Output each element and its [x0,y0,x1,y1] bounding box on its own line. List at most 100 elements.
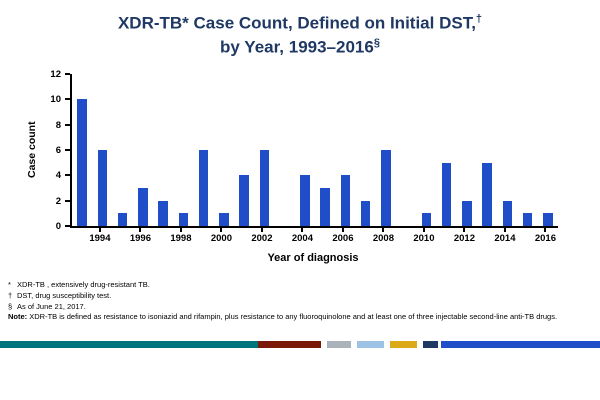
footnote-note: Note: XDR-TB is defined as resistance to… [8,312,594,322]
stripe-segment-gap2 [351,341,357,348]
x-tick-label: 1998 [170,233,192,244]
x-tick-slot-2013 [475,228,494,248]
stripe-segment-silver [327,341,351,348]
bar-1999 [198,150,209,226]
x-tick-slot-2010: 2010 [413,228,435,248]
bar-2008 [381,150,391,226]
x-tick-label: 2002 [251,233,273,244]
y-tick-label: 2 [55,195,61,207]
x-tick-slot-2004: 2004 [292,228,313,248]
bar-2012 [462,200,472,226]
x-tick-mark [220,228,223,232]
x-tick-slot-1993 [70,228,89,248]
bar-2000 [219,213,229,226]
bar-2006 [340,175,351,226]
bar-2016 [543,213,553,226]
x-tick-slot-1997 [151,228,170,248]
x-tick-mark [260,228,263,232]
footnote-text: XDR-TB , extensively drug-resistant TB. [17,280,150,289]
y-tick-label: 12 [50,69,61,80]
bar-slot-1993 [72,74,92,226]
x-tick-label: 2016 [534,233,556,244]
bar-slot-1994 [92,74,112,226]
bar-slot-2008 [376,74,396,226]
footnote-text: DST, drug susceptibility test. [17,290,112,300]
bar-slot-2000 [214,74,234,226]
stripe-segment-teal [0,341,258,348]
y-axis-title: Case count [26,121,38,179]
bar-slot-2006 [335,74,355,226]
chart-title: XDR-TB* Case Count, Defined on Initial D… [0,12,600,59]
y-tick-mark [65,199,70,202]
x-tick-mark [301,228,304,232]
y-tick-mark [65,73,70,75]
x-tick-slot-2007 [354,228,373,248]
x-tick-mark [382,228,385,232]
bar-1995 [117,213,128,226]
x-tick-slot-2012: 2012 [454,228,475,248]
bar-slot-2002 [254,74,274,226]
bar-slot-2004 [295,74,315,226]
y-tick-label: 6 [55,145,61,156]
x-tick-mark [463,228,466,232]
x-tick-label: 2004 [291,233,313,244]
x-tick-slot-1995 [111,228,130,248]
x-tick-slot-2005 [313,228,332,248]
stripe-segment-gap5 [438,341,441,348]
x-tick-slot-2009 [394,228,413,248]
bar-1997 [158,200,168,226]
stripe-segment-gold [390,341,417,348]
x-tick-slot-2014: 2014 [494,228,516,248]
stripe-segment-gap4 [417,341,423,348]
x-tick-slot-2015 [516,228,535,248]
bar-slot-2015 [518,74,538,226]
footnote-xdrtb: * XDR-TB , extensively drug-resistant TB. [8,280,594,290]
footnote-dst: † DST, drug susceptibility test. [8,291,594,301]
stripe-segment-gap1 [321,341,327,348]
bar-slot-2005 [315,74,335,226]
bar-slot-2013 [477,74,497,226]
footnote-marker: § [8,301,13,311]
bar-slot-1997 [153,74,173,226]
title-line2-superscript: § [373,36,380,49]
bar-2013 [482,162,492,226]
x-tick-slot-2000: 2000 [211,228,232,248]
x-tick-label: 2006 [332,233,354,244]
stripe-segment-maroon [258,341,321,348]
x-tick-mark [341,228,344,232]
title-line1-text: XDR-TB* Case Count, Defined on Initial D… [117,13,476,33]
x-tick-slot-2003 [273,228,292,248]
bar-2015 [522,213,533,226]
x-tick-slot-2006: 2006 [332,228,354,248]
title-line2-text: by Year, 1993–2016 [220,37,374,57]
y-tick-label: 0 [55,221,61,232]
y-tick-label: 8 [55,119,61,131]
bar-slot-1999 [194,74,214,226]
bar-slot-2001 [234,74,254,226]
stripe-segment-navy [423,341,438,348]
bar-2005 [320,188,330,226]
plot-area [70,74,558,228]
bar-2010 [421,213,432,226]
x-tick-slot-1996: 1996 [130,228,151,248]
x-tick-slot-1994: 1994 [89,228,111,248]
y-tick-label: 10 [50,94,61,106]
x-tick-slot-2001 [232,228,251,248]
x-tick-label: 1996 [129,233,151,244]
bar-2011 [441,162,452,226]
y-tick-mark [65,123,70,126]
y-axis: 0 2 4 6 8 10 12 [40,69,70,232]
bar-2002 [259,150,270,226]
x-tick-slot-1998: 1998 [170,228,192,248]
x-axis-title: Year of diagnosis [267,252,359,264]
y-tick-mark [65,98,70,101]
note-text: XDR-TB is defined as resistance to isoni… [27,312,558,322]
x-tick-label: 2010 [413,233,435,244]
footnote-marker: * [8,280,11,289]
stripe-segment-gap3 [384,341,390,348]
chart-title-line1: XDR-TB* Case Count, Defined on Initial D… [0,12,600,36]
x-tick-mark [422,228,425,232]
bar-1996 [138,188,148,226]
bar-slot-2016 [538,74,558,226]
